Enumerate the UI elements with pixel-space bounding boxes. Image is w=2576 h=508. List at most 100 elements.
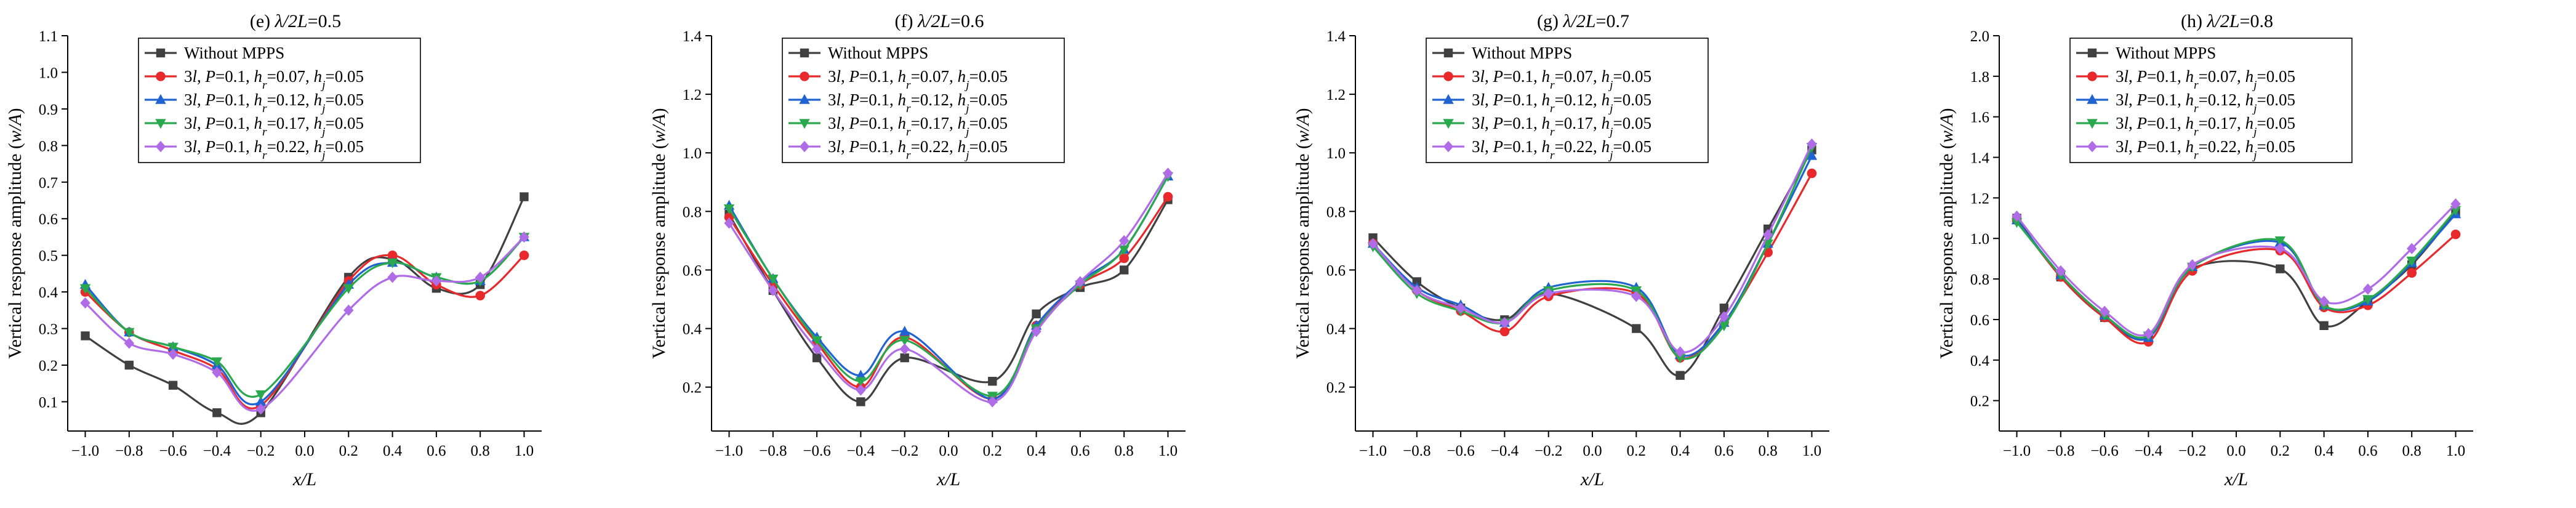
y-tick-label: 1.0 <box>1970 231 1989 248</box>
x-tick-label: 0.2 <box>983 443 1002 459</box>
x-tick-label: 1.0 <box>515 443 534 459</box>
series-2 <box>2011 208 2462 342</box>
legend-label: 3l, P=0.1, hr=0.17, hj=0.05 <box>2116 114 2295 139</box>
x-tick-label: 0.4 <box>383 443 403 459</box>
data-point <box>2187 259 2197 271</box>
data-point <box>987 396 998 408</box>
legend-marker <box>1443 48 1453 58</box>
y-tick-label: 0.6 <box>1970 312 1989 329</box>
y-tick-label: 1.6 <box>1970 110 1989 126</box>
y-tick-label: 2.0 <box>1970 28 1989 45</box>
y-axis-label: Vertical response amplitude (w/A) <box>649 108 669 358</box>
series-3 <box>2011 206 2462 342</box>
x-tick-label: 0.6 <box>1714 443 1733 459</box>
chart-panel-e: −1.0 −0.8 −0.6 −0.4 −0.2 0.0 0.2 0.4 0.6 0.8 1.0 0.… <box>5 11 542 490</box>
y-tick-label: 0.2 <box>1970 393 1989 410</box>
legend-label: Without MPPS <box>828 44 928 62</box>
data-point <box>519 231 529 243</box>
x-tick-label: −1.0 <box>2003 443 2031 459</box>
chart-title: (f) λ/2L=0.6 <box>895 11 984 31</box>
y-tick-label: 1.2 <box>1970 190 1989 207</box>
data-point <box>212 408 222 417</box>
legend-marker <box>1443 94 1454 104</box>
x-tick-label: −0.8 <box>759 443 787 459</box>
data-point <box>899 343 910 355</box>
legend-marker <box>156 48 166 58</box>
x-tick-label: −1.0 <box>715 443 743 459</box>
data-point <box>2450 229 2461 240</box>
legend-marker <box>799 119 810 129</box>
data-point <box>1119 253 1129 264</box>
legend-box <box>2069 38 2353 163</box>
series-1 <box>1368 168 1817 363</box>
x-tick-label: 0.8 <box>1115 443 1134 459</box>
data-point <box>1075 276 1086 288</box>
data-point <box>475 272 486 283</box>
x-axis-label: x/L <box>2224 469 2248 490</box>
legend-marker <box>155 140 166 153</box>
y-axis-label: Vertical response amplitude (w/A) <box>1293 108 1313 358</box>
data-point <box>79 284 91 294</box>
x-axis-label: x/L <box>936 469 960 490</box>
data-point <box>1163 167 1173 179</box>
data-point <box>2406 256 2417 267</box>
data-point <box>1543 288 1554 299</box>
legend-marker <box>2087 71 2097 81</box>
data-point <box>1719 321 1730 331</box>
legend-marker <box>2087 119 2098 129</box>
y-axis-label: Vertical response amplitude (w/A) <box>1936 108 1957 358</box>
legend-box <box>138 38 421 163</box>
data-point <box>1806 150 1818 160</box>
x-tick-label: 0.0 <box>1583 443 1602 459</box>
y-tick-label: 0.4 <box>1970 353 1990 369</box>
y-tick-label: 0.9 <box>39 102 58 118</box>
legend-marker <box>2087 94 2098 104</box>
x-tick-label: 0.8 <box>471 443 490 459</box>
data-point <box>1807 168 1817 179</box>
legend-label: 3l, P=0.1, hr=0.12, hj=0.05 <box>2116 91 2295 115</box>
x-tick-label: −0.2 <box>1535 443 1562 459</box>
x-tick-label: −0.4 <box>203 443 231 459</box>
x-tick-label: 0.0 <box>2226 443 2245 459</box>
series-line <box>2016 211 2457 341</box>
legend-label: 3l, P=0.1, hr=0.07, hj=0.05 <box>1472 67 1651 92</box>
legend-marker <box>799 140 810 153</box>
x-tick-label: 0.6 <box>1070 443 1089 459</box>
y-tick-label: 0.2 <box>39 358 58 374</box>
y-tick-label: 1.1 <box>39 28 58 45</box>
legend-label: 3l, P=0.1, hr=0.12, hj=0.05 <box>1472 91 1651 115</box>
series-line <box>728 175 1169 397</box>
y-tick-label: 0.8 <box>39 138 58 155</box>
data-point <box>2407 268 2417 278</box>
data-point <box>1719 311 1730 323</box>
legend-label: 3l, P=0.1, hr=0.22, hj=0.05 <box>1472 137 1651 162</box>
legend-marker <box>1443 119 1454 129</box>
x-tick-label: 0.6 <box>2358 443 2377 459</box>
data-point <box>1675 346 1685 358</box>
data-point <box>431 275 442 287</box>
data-point <box>2099 305 2110 317</box>
data-point <box>1674 353 1686 364</box>
series-line <box>2016 203 2457 337</box>
x-axis-label: x/L <box>1580 469 1604 490</box>
data-point <box>1675 371 1685 380</box>
data-point <box>1031 326 1041 337</box>
data-point <box>724 212 734 222</box>
legend-label: Without MPPS <box>2116 44 2216 62</box>
y-tick-label: 0.6 <box>683 262 702 279</box>
chart-title: (e) λ/2L=0.5 <box>250 11 341 31</box>
y-tick-label: 1.8 <box>1970 69 1989 86</box>
legend-label: 3l, P=0.1, hr=0.22, hj=0.05 <box>2116 137 2295 162</box>
data-point <box>520 192 529 201</box>
data-point <box>988 376 997 386</box>
y-tick-label: 1.0 <box>683 145 702 162</box>
x-tick-label: −0.6 <box>2090 443 2118 459</box>
series-line <box>84 236 525 412</box>
data-point <box>1719 304 1729 313</box>
y-tick-label: 0.4 <box>1326 321 1346 338</box>
data-point <box>1499 316 1510 329</box>
legend-marker <box>2087 48 2097 58</box>
data-point <box>2406 243 2417 254</box>
